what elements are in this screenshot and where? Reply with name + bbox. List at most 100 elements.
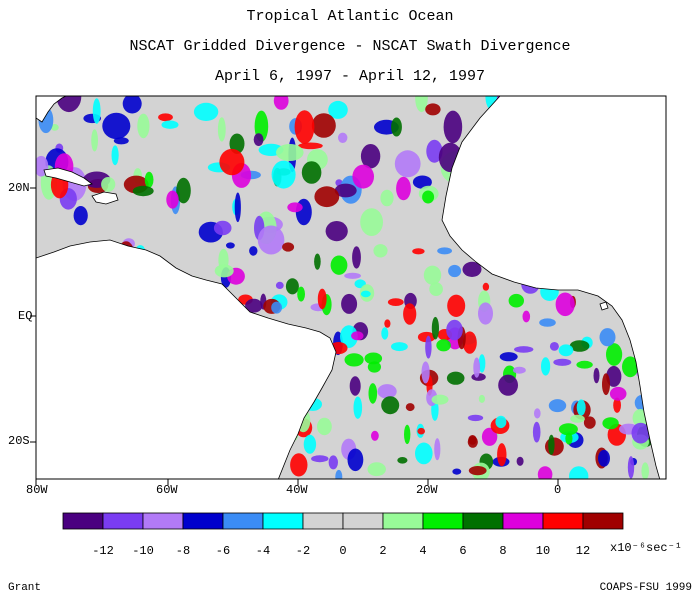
divergence-patch [344, 353, 364, 367]
axis-ticks [30, 187, 559, 485]
divergence-patch [482, 282, 490, 291]
divergence-patch [273, 96, 289, 110]
divergence-patch [245, 298, 263, 313]
divergence-patch [467, 436, 478, 448]
colorbar-tick-label: -4 [255, 544, 271, 558]
lat-label-20n: 20N [8, 181, 30, 195]
divergence-patch [338, 132, 348, 143]
map-subtitle: NSCAT Gridded Divergence - NSCAT Swath D… [129, 38, 571, 55]
colorbar-tick-label: 10 [535, 544, 551, 558]
divergence-patch [391, 117, 402, 137]
divergence-patch [514, 346, 534, 353]
divergence-patch [421, 361, 430, 384]
colorbar-swatch [102, 512, 144, 530]
lon-label-60w: 60W [156, 483, 178, 497]
divergence-patch [447, 294, 466, 317]
divergence-patch [367, 361, 381, 373]
divergence-patch [158, 113, 173, 122]
lon-label-0: 0 [554, 483, 562, 497]
divergence-patch [425, 335, 432, 359]
divergence-patch [303, 434, 317, 454]
divergence-patch [631, 422, 650, 444]
divergence-patch [468, 466, 487, 476]
divergence-patch [161, 120, 179, 129]
divergence-patch [271, 160, 296, 189]
divergence-patch [214, 264, 234, 278]
colorbar-tick-label: -10 [132, 544, 154, 558]
divergence-patch [91, 129, 98, 152]
divergence-patch [249, 246, 258, 256]
date-range: April 6, 1997 - April 12, 1997 [214, 68, 486, 85]
divergence-patch [499, 352, 518, 362]
divergence-patch [508, 293, 524, 308]
divergence-patch [282, 242, 295, 252]
divergence-patch [271, 301, 282, 314]
divergence-patch [549, 342, 559, 351]
divergence-patch [367, 462, 386, 477]
divergence-patch [498, 374, 518, 396]
divergence-patch [122, 96, 142, 114]
divergence-patch [532, 421, 541, 443]
colorbar-units: x10⁻⁶sec⁻¹ [610, 541, 683, 555]
divergence-patch [253, 133, 264, 147]
divergence-patch [352, 164, 375, 189]
divergence-patch [314, 186, 340, 208]
divergence-patch [364, 352, 383, 365]
colorbar-swatch [262, 512, 304, 530]
divergence-patch [446, 319, 463, 341]
divergence-patch [593, 367, 600, 384]
colorbar-tick-label: 2 [379, 544, 387, 558]
divergence-patch [415, 96, 428, 113]
divergence-patch [217, 117, 226, 142]
divergence-patch [516, 456, 524, 466]
divergence-patch [497, 443, 507, 467]
divergence-patch [467, 414, 484, 422]
divergence-patch [443, 110, 463, 144]
divergence-patch [330, 255, 348, 275]
colorbar-tick-label: -6 [215, 544, 231, 558]
divergence-patch [347, 448, 364, 472]
footer-author: Grant [8, 582, 42, 594]
divergence-patch [391, 342, 408, 352]
divergence-patch [565, 432, 573, 445]
divergence-patch [287, 202, 303, 213]
divergence-patch [570, 414, 585, 423]
colorbar-swatch [62, 512, 104, 530]
divergence-patch [555, 292, 575, 317]
colorbar-swatch [182, 512, 224, 530]
divergence-patch [394, 150, 421, 178]
divergence-patch [368, 383, 378, 404]
africa-landmass [441, 96, 666, 479]
divergence-patch [371, 430, 379, 441]
divergence-patch [462, 331, 477, 354]
lon-label-20w: 20W [416, 483, 438, 497]
divergence-patch [381, 327, 389, 340]
divergence-patch [423, 265, 442, 285]
colorbar-swatch [342, 512, 384, 530]
divergence-patch [166, 190, 179, 209]
divergence-patch [606, 365, 622, 387]
divergence-patch [405, 403, 415, 412]
divergence-patch [92, 98, 101, 124]
divergence-patch [353, 396, 363, 419]
divergence-patch [360, 144, 381, 169]
divergence-patch [606, 343, 623, 366]
divergence-patch [137, 113, 150, 139]
divergence-patch [627, 456, 635, 479]
colorbar-swatch [462, 512, 504, 530]
colorbar-swatch [542, 512, 584, 530]
divergence-patch [73, 206, 88, 226]
divergence-patch [446, 371, 465, 385]
divergence-patch [335, 469, 343, 479]
cuba-island [43, 167, 93, 187]
divergence-patch [425, 103, 441, 116]
divergence-patch [576, 399, 586, 416]
divergence-patch [553, 358, 572, 366]
colorbar-tick-label: -8 [175, 544, 191, 558]
divergence-patch [403, 303, 417, 325]
divergence-patch [325, 221, 348, 242]
divergence-patch [351, 331, 364, 341]
divergence-patch [344, 272, 361, 279]
colorbar-tick-label: 6 [459, 544, 467, 558]
divergence-patch [102, 112, 131, 140]
